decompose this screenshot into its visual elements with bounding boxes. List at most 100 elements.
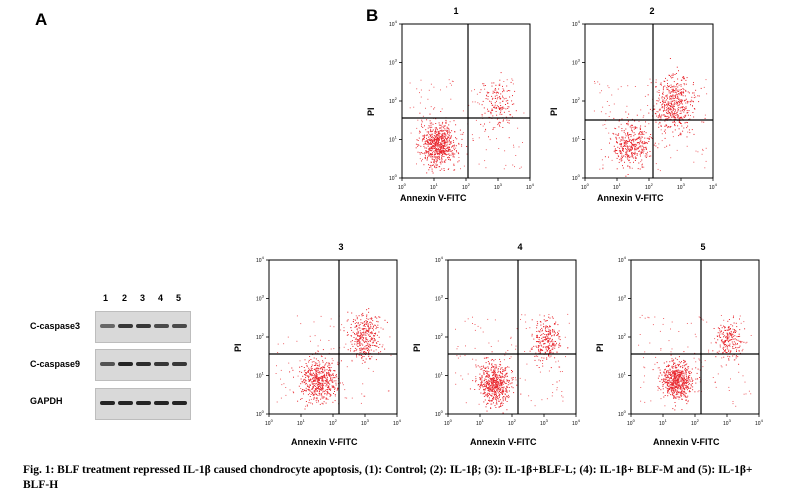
- flow-plot-1: 1 100 100 101 101 102 102 103 103 104 104 PI Anne…: [362, 6, 537, 203]
- lane-number: 4: [158, 293, 164, 303]
- y-tick-label: 103: [389, 58, 398, 67]
- scatter-points: [409, 72, 525, 174]
- plot-frame: [447, 259, 577, 415]
- lane-number: 3: [140, 293, 146, 303]
- y-tick-label: 104: [389, 19, 398, 28]
- x-axis-label: Annexin V-FITC: [653, 437, 720, 447]
- x-tick-label: 102: [462, 182, 471, 191]
- blot-band: [118, 362, 133, 366]
- flow-plot-2: 2 100 100 101 101 102 102 103 103 104 104 PI Anne…: [545, 6, 720, 203]
- y-tick-label: 101: [389, 135, 398, 144]
- blot-band: [100, 362, 115, 366]
- blot-band: [100, 401, 115, 405]
- x-tick-label: 101: [613, 182, 622, 191]
- y-tick-label: 101: [618, 371, 627, 380]
- blot-band: [100, 324, 115, 328]
- flow-plot-5: 5 100 100 101 101 102 102 103 103 104 104 PI Anne…: [591, 242, 766, 447]
- plot-frame: [584, 23, 714, 179]
- y-tick-label: 103: [435, 294, 444, 303]
- x-tick-label: 100: [627, 418, 636, 427]
- y-tick-label: 101: [435, 371, 444, 380]
- x-tick-label: 104: [526, 182, 535, 191]
- lane-number: 5: [176, 293, 182, 303]
- figure-caption: Fig. 1: BLF treatment repressed IL-1β ca…: [23, 464, 753, 491]
- y-axis-label: PI: [233, 343, 243, 352]
- y-tick-label: 101: [572, 135, 581, 144]
- panel-b-label: B: [366, 6, 379, 25]
- x-tick-label: 103: [361, 418, 370, 427]
- y-tick-label: 102: [256, 332, 265, 341]
- y-tick-label: 102: [618, 332, 627, 341]
- y-tick-label: 103: [256, 294, 265, 303]
- y-tick-label: 103: [618, 294, 627, 303]
- blot-strip: [95, 388, 191, 420]
- blot-band: [172, 401, 187, 405]
- blot-band: [136, 324, 151, 328]
- flow-plot-3: 3 100 100 101 101 102 102 103 103 104 104 PI Anne…: [229, 242, 404, 447]
- x-tick-label: 100: [444, 418, 453, 427]
- x-tick-label: 100: [265, 418, 274, 427]
- flow-plot-number: 5: [700, 242, 706, 252]
- blot-band: [154, 362, 169, 366]
- scatter-points: [638, 314, 752, 411]
- x-tick-label: 104: [393, 418, 402, 427]
- blot-band: [118, 324, 133, 328]
- x-tick-label: 103: [723, 418, 732, 427]
- blot-band: [154, 401, 169, 405]
- x-tick-label: 100: [581, 182, 590, 191]
- y-tick-label: 102: [389, 96, 398, 105]
- x-tick-label: 101: [659, 418, 668, 427]
- y-tick-label: 102: [435, 332, 444, 341]
- x-tick-label: 101: [430, 182, 439, 191]
- blot-band: [154, 324, 169, 328]
- blot-band: [172, 324, 187, 328]
- x-axis-label: Annexin V-FITC: [470, 437, 537, 447]
- x-tick-label: 100: [398, 182, 407, 191]
- y-tick-label: 100: [618, 409, 627, 418]
- flow-plot-number: 2: [649, 6, 655, 16]
- x-tick-label: 104: [755, 418, 764, 427]
- y-axis-label: PI: [366, 107, 376, 116]
- flow-plot-number: 4: [517, 242, 523, 252]
- y-tick-label: 103: [572, 58, 581, 67]
- panel-a-label: A: [35, 10, 48, 29]
- y-axis-label: PI: [595, 343, 605, 352]
- x-tick-label: 104: [572, 418, 581, 427]
- flow-plot-number: 1: [453, 6, 459, 16]
- x-tick-label: 103: [677, 182, 686, 191]
- y-tick-label: 100: [572, 173, 581, 182]
- blot-band: [118, 401, 133, 405]
- x-axis-label: Annexin V-FITC: [597, 193, 664, 203]
- plot-frame: [401, 23, 531, 179]
- blot-band: [136, 401, 151, 405]
- y-tick-label: 104: [572, 19, 581, 28]
- x-tick-label: 103: [540, 418, 549, 427]
- flow-plot-4: 4 100 100 101 101 102 102 103 103 104 104 PI Anne…: [408, 242, 583, 447]
- y-tick-label: 100: [256, 409, 265, 418]
- y-tick-label: 104: [435, 255, 444, 264]
- x-axis-label: Annexin V-FITC: [291, 437, 358, 447]
- y-axis-label: PI: [412, 343, 422, 352]
- y-tick-label: 100: [435, 409, 444, 418]
- blot-band: [172, 362, 187, 366]
- x-tick-label: 102: [691, 418, 700, 427]
- plot-frame: [268, 259, 398, 415]
- y-tick-label: 102: [572, 96, 581, 105]
- y-tick-label: 104: [256, 255, 265, 264]
- blot-row-label: C-caspase3: [30, 321, 81, 331]
- x-tick-label: 102: [508, 418, 517, 427]
- lane-number: 1: [103, 293, 109, 303]
- x-axis-label: Annexin V-FITC: [400, 193, 467, 203]
- x-tick-label: 102: [329, 418, 338, 427]
- y-tick-label: 100: [389, 173, 398, 182]
- scatter-points: [275, 308, 392, 410]
- y-axis-label: PI: [549, 107, 559, 116]
- y-tick-label: 104: [618, 255, 627, 264]
- lane-number: 2: [122, 293, 128, 303]
- blot-strip: [95, 311, 191, 343]
